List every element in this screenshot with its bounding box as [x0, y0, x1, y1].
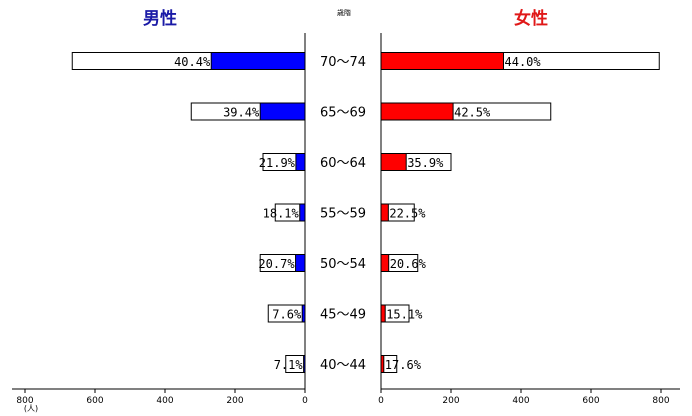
- male-value-bar: [295, 153, 306, 171]
- left-tick-label: 400: [156, 396, 173, 406]
- male-value-bar: [210, 52, 306, 70]
- male-rate-label: 21.9%: [259, 156, 296, 170]
- female-value-bar: [380, 52, 504, 70]
- male-rate-label: 20.7%: [258, 257, 295, 271]
- female-value-bar: [380, 102, 454, 121]
- male-rate-label: 39.4%: [223, 106, 260, 120]
- female-rate-label: 20.6%: [390, 257, 427, 271]
- female-value-bar: [380, 203, 389, 222]
- male-rate-label: 18.1%: [263, 207, 300, 221]
- right-tick-label: 800: [652, 396, 669, 406]
- age-label: 60～64: [320, 156, 366, 171]
- male-value-bar: [299, 203, 306, 222]
- age-label: 50～54: [320, 257, 366, 272]
- male-rate-label: 7.1%: [274, 358, 304, 372]
- age-header: 歳階: [337, 8, 351, 17]
- female-rate-label: 17.6%: [385, 358, 422, 372]
- left-tick-label: 200: [226, 396, 243, 406]
- female-value-bar: [380, 153, 407, 171]
- male-rate-label: 7.6%: [272, 308, 302, 322]
- age-label: 70～74: [320, 55, 366, 70]
- female-value-bar: [380, 254, 390, 272]
- female-rate-label: 44.0%: [505, 55, 542, 69]
- right-tick-label: 600: [582, 396, 599, 406]
- male-title: 男性: [143, 8, 177, 29]
- right-tick-label: 200: [442, 396, 459, 406]
- axis-layer: 800 600 400 200 0 0 200 400 600 800: [12, 33, 680, 406]
- male-value-bar: [259, 102, 306, 121]
- left-tick-label: 0: [302, 396, 308, 406]
- age-label: 40～44: [320, 358, 366, 373]
- bars-layer: 40.4% 44.0% 70～74 39.4% 42.5% 65～69 21.9% 35.9%…: [71, 52, 660, 373]
- female-title: 女性: [514, 8, 548, 29]
- age-label: 45～49: [320, 308, 366, 323]
- age-label: 55～59: [320, 207, 366, 222]
- female-value-bar: [380, 304, 386, 323]
- female-rate-label: 35.9%: [407, 156, 444, 170]
- male-rate-label: 40.4%: [174, 55, 211, 69]
- left-tick-label: 800: [16, 396, 33, 406]
- female-rate-label: 42.5%: [454, 106, 491, 120]
- left-tick-label: 600: [86, 396, 103, 406]
- unit-label: (人): [24, 404, 38, 413]
- male-value-bar: [295, 254, 306, 272]
- right-tick-label: 0: [378, 396, 384, 406]
- age-label: 65～69: [320, 106, 366, 121]
- female-rate-label: 22.5%: [389, 207, 426, 221]
- female-rate-label: 15.1%: [386, 308, 423, 322]
- right-tick-label: 400: [512, 396, 529, 406]
